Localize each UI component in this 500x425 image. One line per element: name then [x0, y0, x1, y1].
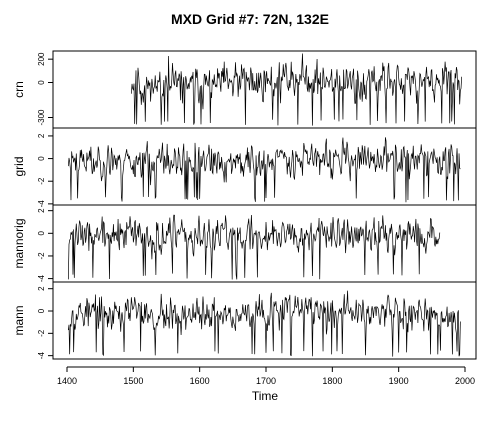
series-line-crn: [130, 53, 463, 126]
x-axis: 1400 1500 1600 1700 1800 1900 2000: [57, 366, 475, 386]
panel-frame: [52, 281, 477, 360]
y-tick-label: 200: [37, 52, 46, 66]
y-axis-label-crn: crn: [12, 81, 26, 98]
y-axis-label-mannorig: mannorig: [12, 218, 26, 268]
x-tick-label: 1800: [322, 376, 342, 386]
chart-title: MXD Grid #7: 72N, 132E: [171, 11, 329, 27]
panel-frame: [52, 50, 477, 129]
y-tick-label: 0: [37, 308, 46, 313]
panel-mannorig: 2 0 -2 -4 mannorig: [12, 204, 477, 283]
y-tick-label: -4: [37, 200, 46, 208]
y-tick-label: 2: [37, 133, 46, 138]
panel-frame: [52, 204, 477, 283]
x-tick-label: 1600: [190, 376, 210, 386]
x-tick-label: 1700: [256, 376, 276, 386]
panels: 200 0 -300 crn 2 0 -2 -4 grid 2 0 -2 -4 mannorig 2 0 -2 -…: [12, 50, 477, 360]
y-tick-label: -2: [37, 177, 46, 185]
x-tick-label: 1400: [57, 376, 77, 386]
y-tick-label: -4: [37, 275, 46, 283]
x-tick-label: 2000: [455, 376, 475, 386]
series-line-mann: [67, 290, 461, 357]
panel-mann: 2 0 -2 -4 mann: [12, 281, 477, 360]
panel-grid: 2 0 -2 -4 grid: [12, 127, 477, 208]
y-tick-label: 0: [37, 156, 46, 161]
x-axis-label: Time: [252, 389, 279, 403]
x-tick-label: 1500: [123, 376, 143, 386]
series-line-grid: [67, 137, 461, 203]
y-axis-label-grid: grid: [12, 156, 26, 176]
y-tick-label: -2: [37, 329, 46, 337]
y-tick-label: 0: [37, 80, 46, 85]
y-tick-label: -300: [37, 109, 46, 126]
y-tick-label: -4: [37, 352, 46, 360]
y-axis-label-mann: mann: [12, 305, 26, 335]
y-tick-label: -2: [37, 252, 46, 260]
x-tick-label: 1900: [389, 376, 409, 386]
panel-crn: 200 0 -300 crn: [12, 50, 477, 129]
y-tick-label: 0: [37, 231, 46, 236]
y-tick-label: 2: [37, 286, 46, 291]
y-tick-label: 2: [37, 208, 46, 213]
series-line-mannorig: [67, 214, 441, 280]
